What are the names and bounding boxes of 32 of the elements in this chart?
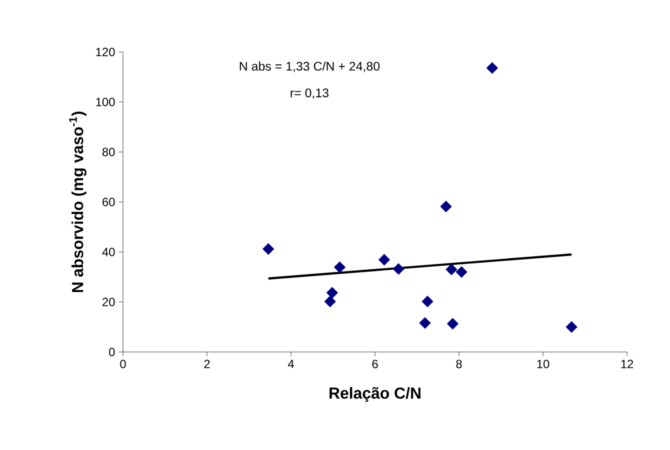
x-tick-label: 6 bbox=[372, 360, 378, 368]
point bbox=[334, 261, 346, 274]
y-tick-label: 40 bbox=[102, 248, 115, 256]
x-tick-label: 4 bbox=[288, 360, 294, 368]
point bbox=[324, 296, 336, 308]
y-tick-label: 20 bbox=[102, 298, 115, 306]
y-tick-label: 60 bbox=[102, 198, 115, 206]
y-axis-title: N absorvido (mg vaso$^{-1}$) bbox=[69, 112, 86, 292]
point bbox=[422, 296, 434, 308]
y-tick-label: 100 bbox=[96, 98, 115, 106]
point bbox=[440, 200, 452, 212]
point bbox=[456, 266, 468, 278]
x-tick-label: 2 bbox=[204, 360, 210, 368]
x-tick-label: 10 bbox=[537, 360, 550, 368]
x-axis-title: Relação C/N bbox=[330, 387, 420, 402]
point bbox=[446, 264, 458, 276]
point bbox=[392, 263, 404, 275]
point bbox=[262, 243, 274, 255]
point bbox=[326, 286, 338, 299]
annotation: N abs = 1,33 C/N + 24,80 bbox=[240, 62, 380, 72]
point bbox=[446, 318, 459, 330]
y-tick-label: 120 bbox=[96, 48, 115, 56]
y-tick-label: 0 bbox=[109, 348, 115, 356]
x-tick-label: 0 bbox=[120, 360, 126, 368]
y-tick-label: 80 bbox=[102, 148, 115, 156]
x-tick-label: 12 bbox=[621, 360, 634, 368]
annotation: r= 0,13 bbox=[290, 88, 328, 99]
x-tick-label: 8 bbox=[456, 360, 462, 368]
point bbox=[486, 62, 498, 74]
point bbox=[419, 317, 431, 329]
point bbox=[378, 254, 390, 266]
point bbox=[566, 321, 578, 333]
